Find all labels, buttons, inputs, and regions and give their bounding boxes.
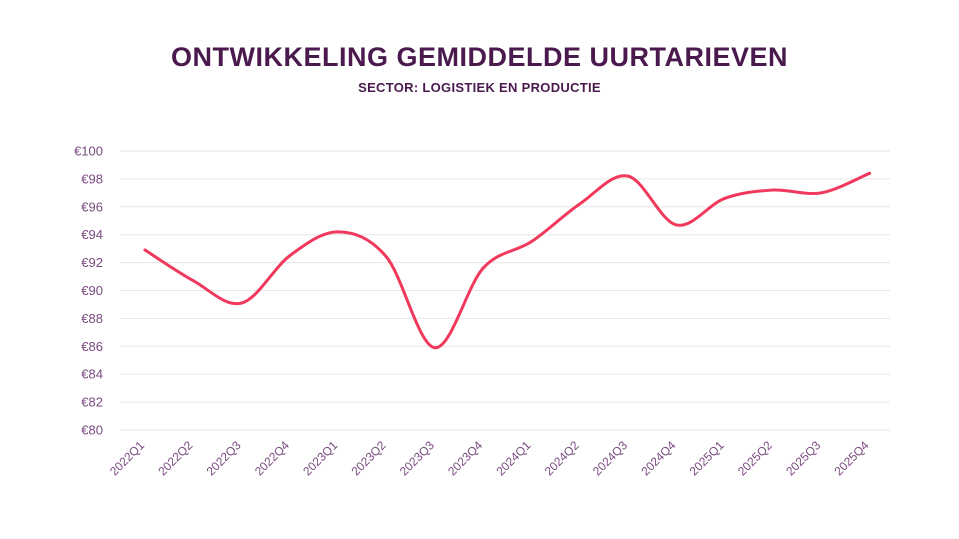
grid-lines: [120, 150, 890, 431]
y-tick-label: €100: [74, 144, 103, 159]
x-tick-label: 2025Q4: [832, 438, 872, 478]
x-tick-label: 2023Q2: [349, 438, 389, 478]
y-tick-label: €98: [81, 171, 103, 186]
y-axis-ticks: €80 €82 €84 €86 €88 €90 €92 €94 €96 €98 €100: [74, 144, 103, 438]
data-point: [868, 171, 871, 175]
x-axis-ticks: 2022Q1 2022Q2 2022Q3 2022Q4 2023Q1 2023Q2 2023…: [107, 438, 872, 478]
data-point: [143, 248, 147, 252]
data-point: [819, 191, 823, 195]
chart-subtitle: SECTOR: LOGISTIEK EN PRODUCTIE: [358, 80, 601, 95]
x-tick-label: 2025Q2: [735, 438, 775, 478]
data-point: [674, 223, 678, 227]
x-tick-label: 2022Q3: [204, 438, 244, 478]
data-point: [191, 279, 195, 283]
data-point: [240, 301, 244, 305]
x-tick-label: 2024Q3: [590, 438, 630, 478]
x-tick-label: 2025Q1: [687, 438, 727, 478]
y-tick-label: €84: [81, 367, 103, 382]
series-layer: [143, 171, 871, 350]
x-tick-label: 2023Q4: [445, 438, 485, 478]
y-tick-label: €82: [81, 395, 103, 410]
y-tick-label: €92: [81, 255, 103, 270]
y-tick-label: €80: [81, 423, 103, 438]
x-tick-label: 2024Q2: [542, 438, 582, 478]
data-point: [385, 255, 388, 259]
y-tick-label: €94: [81, 227, 103, 242]
x-tick-label: 2024Q4: [638, 438, 678, 478]
chart-title: ONTWIKKELING GEMIDDELDE UURTARIEVEN: [171, 42, 788, 72]
y-tick-label: €96: [81, 199, 103, 214]
data-point: [626, 174, 630, 178]
data-point: [288, 254, 292, 258]
x-tick-label: 2022Q1: [107, 438, 147, 478]
data-point: [336, 230, 340, 234]
x-tick-label: 2025Q3: [783, 438, 823, 478]
data-point: [723, 196, 727, 200]
y-tick-label: €90: [81, 283, 103, 298]
series-line: [143, 171, 871, 350]
y-tick-label: €88: [81, 311, 103, 326]
x-tick-label: 2023Q1: [300, 438, 340, 478]
x-tick-label: 2022Q2: [155, 438, 195, 478]
data-point: [433, 346, 437, 350]
x-tick-label: 2023Q3: [397, 438, 437, 478]
data-point: [529, 240, 533, 244]
data-point: [578, 202, 582, 206]
data-point: [771, 188, 775, 192]
y-tick-label: €86: [81, 339, 103, 354]
data-point: [481, 266, 485, 270]
x-tick-label: 2024Q1: [493, 438, 533, 478]
x-tick-label: 2022Q4: [252, 438, 292, 478]
